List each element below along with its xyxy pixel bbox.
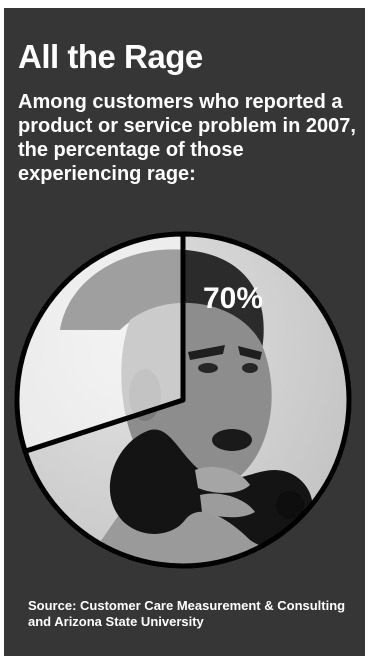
- pie-slice-2: [14, 231, 186, 454]
- pie-slices: [14, 231, 352, 569]
- chart-subtitle: Among customers who reported a product o…: [18, 91, 356, 185]
- pie-labels: 70%: [203, 282, 263, 315]
- source-note: Source: Customer Care Measurement & Cons…: [28, 598, 346, 629]
- chart-title: All the Rage: [18, 38, 203, 75]
- pie-slice-label-1: 70%: [203, 282, 263, 315]
- pie-slice-1: [22, 231, 352, 569]
